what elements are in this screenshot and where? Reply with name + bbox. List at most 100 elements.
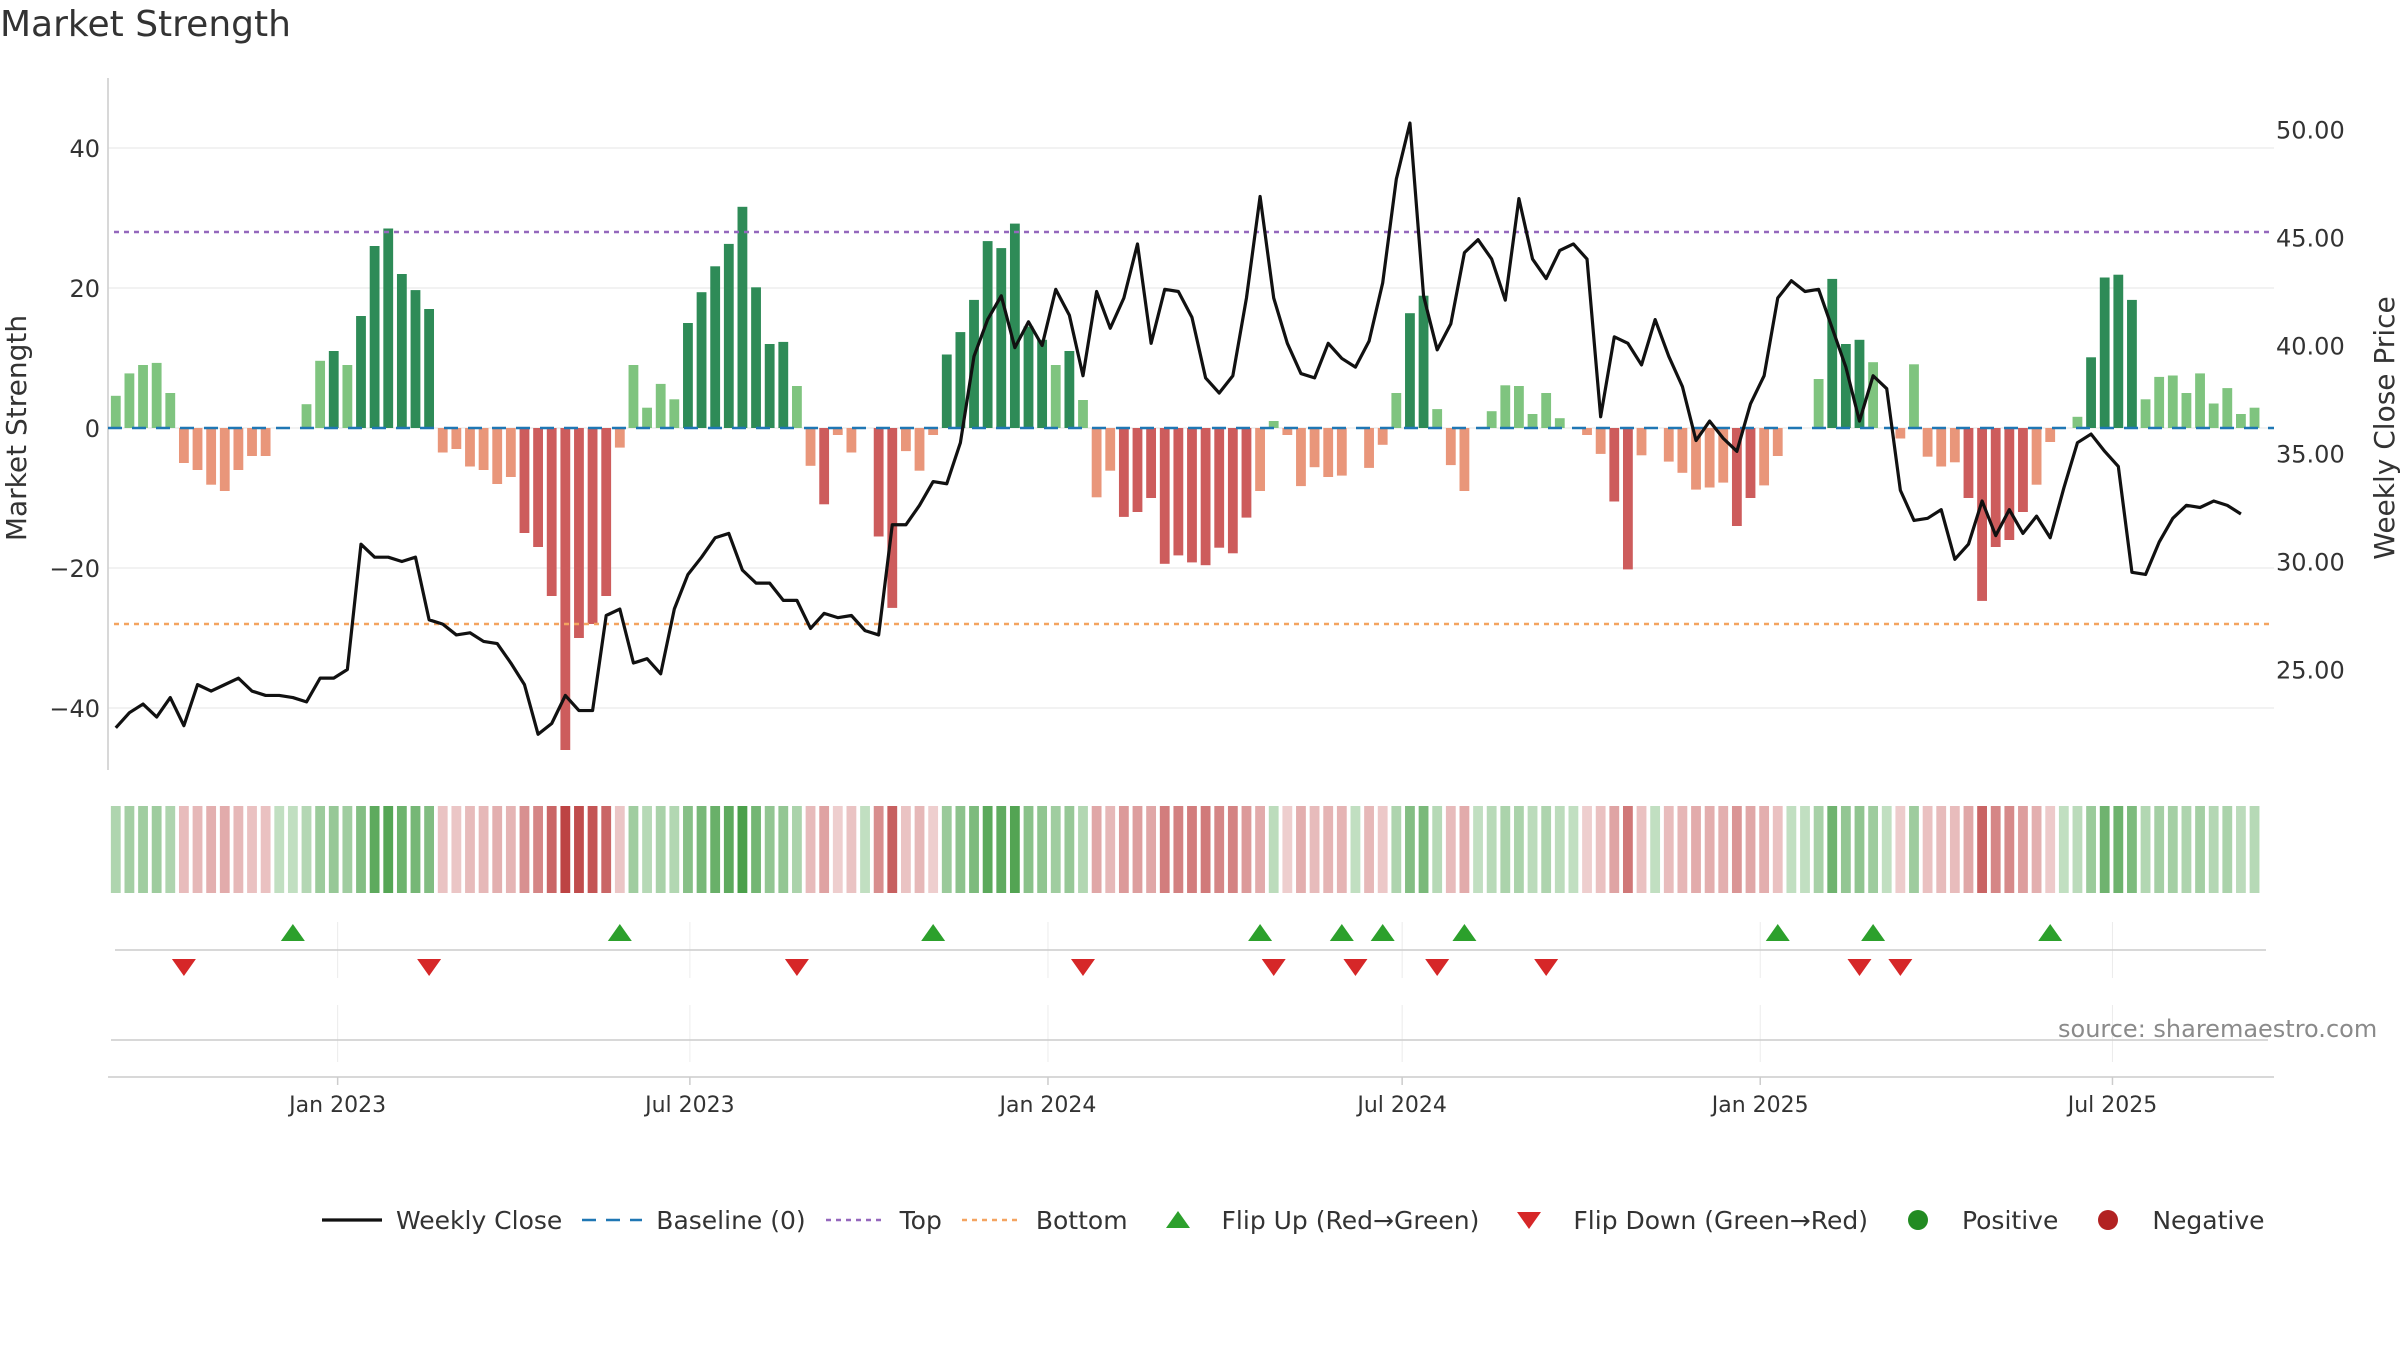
strength-bar	[982, 241, 993, 428]
strength-bar	[1200, 428, 1211, 566]
flip-down-marker	[1847, 959, 1872, 976]
strength-bar	[887, 428, 898, 608]
strip-cell	[2086, 806, 2096, 893]
strip-cell	[1132, 806, 1143, 893]
strength-bar	[1704, 428, 1715, 488]
strength-bar	[2072, 416, 2083, 428]
strip-cell	[1200, 806, 1211, 893]
strength-bar	[1268, 421, 1279, 428]
strip-cell	[396, 806, 407, 893]
strength-bar	[1854, 339, 1865, 428]
strength-bar	[1023, 326, 1034, 428]
legend-item-flip_up: Flip Up (Red→Green)	[1146, 1205, 1479, 1235]
strip-cell	[1146, 806, 1157, 893]
strip-cell	[437, 806, 448, 893]
strength-bar	[206, 428, 217, 485]
legend-label: Baseline (0)	[656, 1205, 806, 1235]
strength-bar	[1963, 428, 1974, 498]
strip-cell	[1840, 806, 1851, 893]
strip-cell	[1582, 806, 1592, 893]
strip-cell	[1091, 806, 1102, 893]
strip-cell	[1364, 806, 1374, 893]
strength-bar	[2099, 277, 2110, 428]
strength-bar	[2113, 274, 2124, 428]
strength-bar	[696, 292, 707, 428]
strip-cell	[1296, 806, 1306, 893]
strength-bar	[369, 246, 380, 428]
strength-bar	[1214, 428, 1225, 548]
strip-cell	[1554, 806, 1565, 893]
legend-item-bottom: Bottom	[960, 1205, 1128, 1235]
strip-cell	[1718, 806, 1729, 893]
flip-up-marker	[1248, 924, 1273, 941]
strength-bar	[1078, 400, 1088, 428]
flip-down-marker	[1425, 959, 1450, 976]
strength-bar	[260, 428, 271, 456]
strip-cell	[655, 806, 666, 893]
strength-bar	[1813, 379, 1824, 428]
strip-cell	[710, 806, 721, 893]
strip-cell	[642, 806, 652, 893]
strip-cell	[2140, 806, 2151, 893]
strip-cell	[1500, 806, 1511, 893]
strength-bar	[546, 428, 557, 596]
strength-bar	[233, 428, 244, 470]
strength-bar	[1445, 428, 1456, 466]
legend-items: Weekly Close Baseline (0) Top Bottom Flip Up…	[320, 1205, 2283, 1235]
strength-bar	[683, 323, 693, 428]
strip-cell	[519, 806, 530, 893]
strength-bar	[1050, 365, 1061, 428]
strip-cell	[941, 806, 952, 893]
strength-bar	[247, 428, 257, 456]
strip-cell	[832, 806, 843, 893]
strength-bar	[669, 399, 680, 428]
strength-bar	[1949, 428, 1960, 463]
strength-bar	[1895, 428, 1906, 439]
strip-cell	[546, 806, 557, 893]
strength-bar	[628, 365, 639, 428]
flip-down-marker	[171, 959, 196, 976]
strip-cell	[1909, 806, 1919, 893]
strip-cell	[1595, 806, 1606, 893]
strip-cell	[274, 806, 285, 893]
strength-bar	[2195, 373, 2205, 428]
strength-bar	[2181, 393, 2192, 428]
strength-bar	[192, 428, 203, 470]
strip-cell	[1936, 806, 1947, 893]
flip-down-marker	[1070, 959, 1095, 976]
strip-cell	[451, 806, 462, 893]
strip-cell	[1827, 806, 1838, 893]
strip-cell	[1255, 806, 1265, 893]
flip-down-marker	[417, 959, 442, 976]
strength-bar	[900, 428, 911, 452]
strip-cell	[1323, 806, 1334, 893]
flip-down-marker	[1261, 959, 1286, 976]
strip-cell	[1541, 806, 1552, 893]
strip-cell	[2167, 806, 2178, 893]
strength-bar	[1990, 428, 2001, 547]
strip-cell	[737, 806, 748, 893]
strength-bar	[1827, 278, 1838, 428]
strip-cell	[1514, 806, 1524, 893]
legend-item-flip_down: Flip Down (Green→Red)	[1497, 1205, 1868, 1235]
legend-swatch-bottom	[961, 1218, 1022, 1222]
strength-bar	[383, 228, 394, 428]
strength-bar	[301, 404, 312, 428]
strip-cell	[2127, 806, 2137, 893]
strength-bar	[165, 393, 176, 428]
strip-cell	[2236, 806, 2246, 893]
legend-swatch-top	[825, 1218, 886, 1222]
strip-cell	[301, 806, 312, 893]
strip-cell	[383, 806, 394, 893]
legend-swatch-negative	[2098, 1210, 2119, 1230]
strength-bar	[1663, 428, 1674, 462]
strip-cell	[2058, 806, 2069, 893]
strip-cell	[1377, 806, 1388, 893]
strip-cell	[2222, 806, 2233, 893]
strength-bar	[1132, 428, 1143, 512]
strength-bar	[533, 428, 543, 547]
strip-cell	[478, 806, 489, 893]
strip-cell	[2249, 806, 2260, 893]
strip-cell	[165, 806, 176, 893]
